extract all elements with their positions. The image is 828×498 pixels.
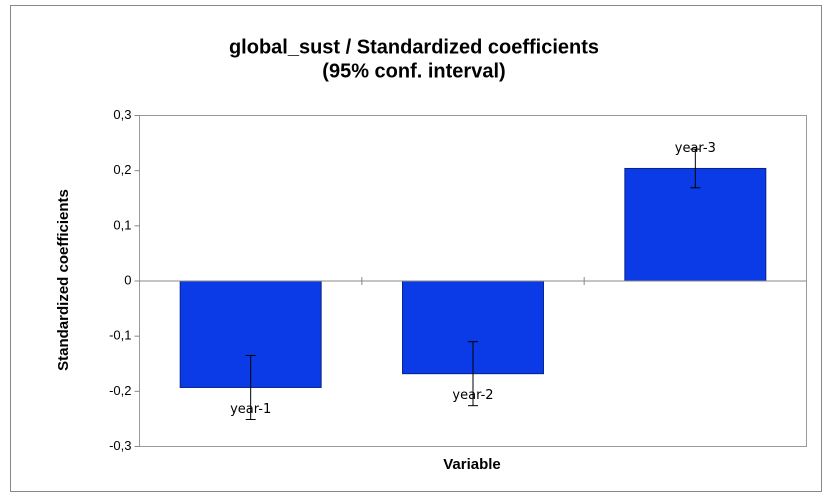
y-tick-label: 0,1 (113, 217, 131, 232)
data-label: year-3 (675, 141, 716, 156)
x-axis-title: Variable (443, 456, 501, 473)
data-label: year-2 (452, 388, 493, 403)
chart-title: global_sust / Standardized coefficients (229, 36, 599, 58)
chart-subtitle: (95% conf. interval) (322, 60, 505, 82)
y-tick-label: -0,2 (109, 383, 131, 398)
y-tick-label: 0 (124, 272, 131, 287)
y-axis-title: Standardized coefficients (55, 189, 72, 371)
y-tick-label: -0,3 (109, 438, 131, 453)
y-tick-label: -0,1 (109, 328, 131, 343)
y-tick-label: 0,2 (113, 162, 131, 177)
data-label: year-1 (230, 402, 271, 417)
y-tick-label: 0,3 (113, 107, 131, 122)
